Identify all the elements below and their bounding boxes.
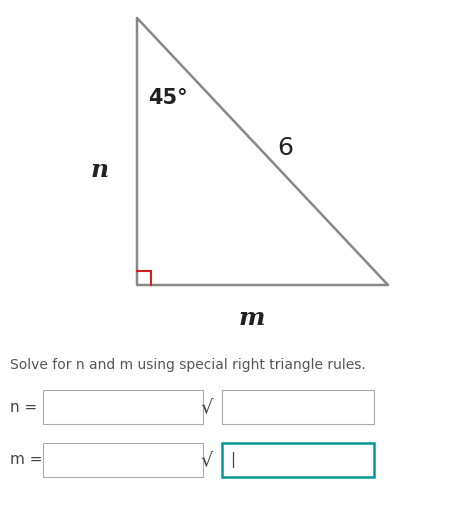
- Bar: [43, 443, 203, 477]
- Bar: [43, 390, 203, 424]
- Text: n: n: [91, 158, 109, 182]
- Bar: [221, 443, 373, 477]
- Text: Solve for n and m using special right triangle rules.: Solve for n and m using special right tr…: [10, 358, 365, 372]
- Text: √: √: [200, 450, 213, 470]
- Text: m =: m =: [10, 452, 43, 468]
- Text: |: |: [230, 452, 235, 468]
- Text: n =: n =: [10, 400, 37, 415]
- Text: √: √: [200, 397, 213, 416]
- Text: m: m: [238, 306, 265, 330]
- Text: 6: 6: [276, 136, 292, 160]
- Text: 45°: 45°: [148, 88, 187, 108]
- Bar: [221, 390, 373, 424]
